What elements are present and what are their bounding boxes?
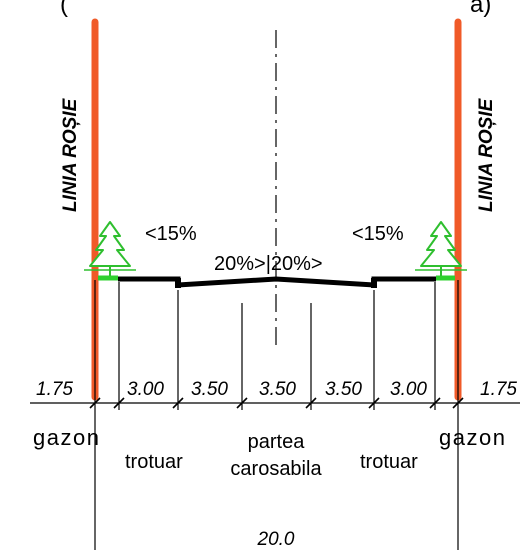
red-line-label-right: LINIA ROȘIE (476, 97, 497, 212)
dim-left-trotuar: 3.00 (127, 379, 164, 400)
tree-icon-left (84, 221, 136, 276)
zone-label-right-gazon: gazon (439, 425, 506, 450)
curb-left (175, 278, 181, 288)
dimension-ticks (89, 397, 464, 409)
dim-right-trotuar: 3.00 (390, 379, 427, 400)
header-text-right: a) (470, 0, 491, 18)
dim-lane-1: 3.50 (191, 379, 228, 400)
zone-label-carriageway-2: carosabila (230, 458, 322, 480)
red-line-label-left: LINIA ROȘIE (60, 97, 81, 212)
zone-label-left-gazon: gazon (33, 425, 100, 450)
dim-total: 20.0 (257, 529, 295, 550)
dim-left-gazon: 1.75 (36, 379, 73, 400)
zone-label-carriageway-1: partea (248, 431, 306, 453)
extension-lines (94, 280, 459, 550)
dim-lane-2: 3.50 (259, 379, 296, 400)
slope-label-right: <15% (352, 223, 404, 245)
zone-label-left-trotuar: trotuar (125, 451, 183, 473)
tree-icon-right (415, 221, 467, 276)
zone-label-right-trotuar: trotuar (360, 451, 418, 473)
road-profile-line (118, 276, 436, 288)
header-text-left: ( (60, 0, 68, 18)
dim-lane-3: 3.50 (325, 379, 362, 400)
curb-right (371, 278, 377, 288)
slope-label-left: <15% (145, 223, 197, 245)
dim-right-gazon: 1.75 (480, 379, 517, 400)
slope-label-center: 20%>|20%> (214, 253, 323, 275)
